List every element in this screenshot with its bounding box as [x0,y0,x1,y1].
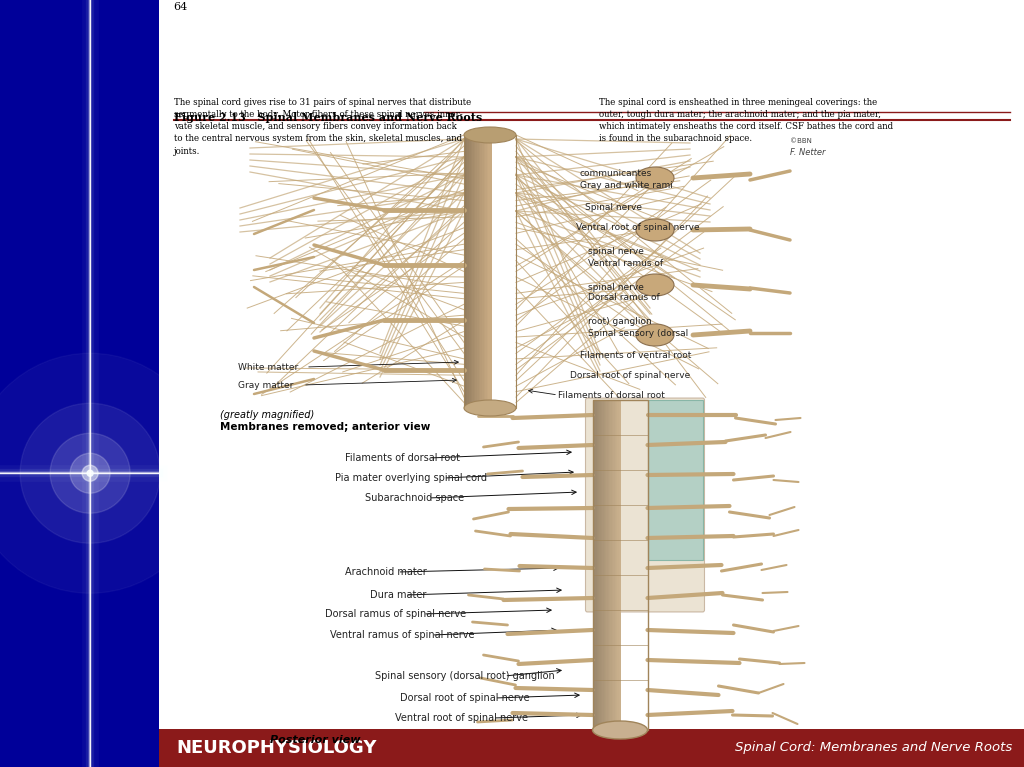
Text: Filaments of dorsal root: Filaments of dorsal root [558,390,665,400]
Bar [472,135,475,408]
Text: Filaments of dorsal root: Filaments of dorsal root [345,453,460,463]
Bar [159,0,1024,767]
Text: Pia mater overlying spinal cord: Pia mater overlying spinal cord [335,473,487,483]
Bar [613,400,615,730]
Circle shape [20,403,160,543]
Text: NEUROPHYSIOLOGY: NEUROPHYSIOLOGY [177,739,377,757]
Bar [464,135,516,408]
Bar [606,400,609,730]
Bar [474,135,477,408]
Bar [603,400,606,730]
Ellipse shape [464,127,516,143]
Text: The spinal cord is ensheathed in three meningeal coverings: the
outer, tough dur: The spinal cord is ensheathed in three m… [599,98,893,143]
Bar [466,135,469,408]
Bar [469,135,472,408]
Ellipse shape [636,167,674,189]
Text: Figure 2.13   Spinal Membranes and Nerve Roots: Figure 2.13 Spinal Membranes and Nerve R… [174,112,482,123]
Text: Dorsal ramus of spinal nerve: Dorsal ramus of spinal nerve [325,609,466,619]
Bar [485,135,488,408]
Bar [159,729,1024,767]
Bar [610,400,613,730]
Bar [597,400,599,730]
Bar [477,135,480,408]
Text: Spinal nerve: Spinal nerve [585,202,642,212]
Text: Spinal sensory (dorsal: Spinal sensory (dorsal [588,328,688,337]
Text: Dorsal root of spinal nerve: Dorsal root of spinal nerve [400,693,529,703]
Text: Spinal Cord: Membranes and Nerve Roots: Spinal Cord: Membranes and Nerve Roots [735,742,1012,754]
Text: Dorsal root of spinal nerve: Dorsal root of spinal nerve [570,370,690,380]
Text: Spinal sensory (dorsal root) ganglion: Spinal sensory (dorsal root) ganglion [375,671,555,681]
Circle shape [50,433,130,513]
Text: spinal nerve: spinal nerve [588,248,644,256]
Bar [618,400,622,730]
Bar [470,135,474,408]
Bar [599,400,602,730]
Bar [602,400,605,730]
Bar [0,0,159,767]
Text: Subarachnoid space: Subarachnoid space [365,493,464,503]
Text: Ventral root of spinal nerve: Ventral root of spinal nerve [395,713,528,723]
Bar [488,135,492,408]
Text: White matter: White matter [238,363,298,371]
Text: Ventral ramus of: Ventral ramus of [588,258,664,268]
Bar [598,400,601,730]
Bar [647,400,702,560]
Bar [593,400,595,730]
Circle shape [82,466,98,481]
Bar [486,135,490,408]
Bar [607,400,610,730]
Bar [594,400,597,730]
Text: Ventral root of spinal nerve: Ventral root of spinal nerve [575,223,699,232]
Text: communicantes: communicantes [580,170,652,179]
Text: Posterior view: Posterior view [270,735,360,745]
Ellipse shape [636,219,674,241]
Bar [614,400,617,730]
Text: Membranes removed; anterior view: Membranes removed; anterior view [220,422,430,432]
Bar [611,400,614,730]
Text: Gray and white rami: Gray and white rami [580,180,673,189]
Text: Gray matter: Gray matter [238,380,293,390]
Text: (greatly magnified): (greatly magnified) [220,410,314,420]
Bar [483,135,486,408]
Ellipse shape [464,400,516,416]
Ellipse shape [593,721,647,739]
Ellipse shape [636,274,674,296]
Circle shape [87,470,93,476]
Bar [609,400,611,730]
Ellipse shape [636,324,674,346]
Text: Arachnoid mater: Arachnoid mater [345,567,427,577]
Bar [467,135,470,408]
Text: Filaments of ventral root: Filaments of ventral root [580,351,691,360]
Bar [593,400,647,730]
Bar [480,135,483,408]
Bar [464,135,467,408]
Text: Dura mater: Dura mater [370,590,426,600]
Text: 64: 64 [174,2,188,12]
Circle shape [70,453,111,493]
Text: The spinal cord gives rise to 31 pairs of spinal nerves that distribute
segmenta: The spinal cord gives rise to 31 pairs o… [174,98,471,156]
Text: spinal nerve: spinal nerve [588,282,644,291]
Text: Ventral ramus of spinal nerve: Ventral ramus of spinal nerve [330,630,474,640]
Text: root) ganglion: root) ganglion [588,317,651,325]
Bar [482,135,485,408]
Bar [601,400,603,730]
Bar [617,400,620,730]
FancyBboxPatch shape [586,398,705,612]
Bar [475,135,478,408]
Bar [478,135,482,408]
Bar [615,400,618,730]
Text: F. Netter: F. Netter [790,148,825,157]
Text: ©BBN: ©BBN [790,138,812,144]
Bar [595,400,598,730]
Bar [605,400,607,730]
Text: Dorsal ramus of: Dorsal ramus of [588,294,659,302]
